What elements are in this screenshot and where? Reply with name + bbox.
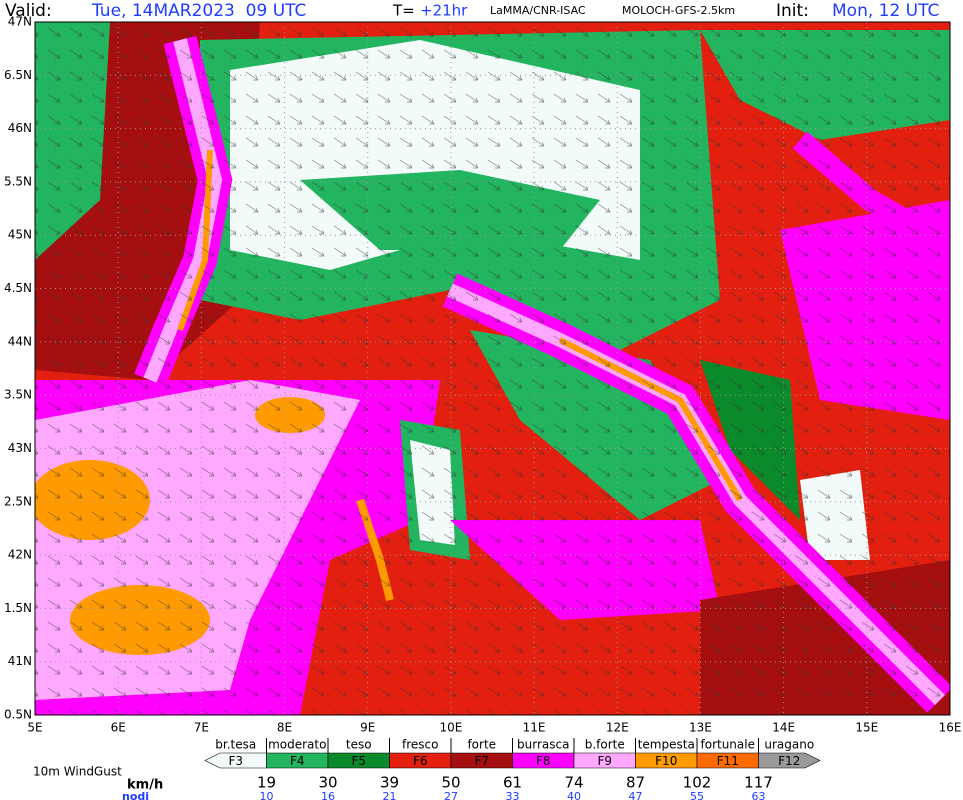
kmh-value: 19 xyxy=(257,774,276,792)
lon-label: 5E xyxy=(27,721,42,735)
lat-label: 45N xyxy=(8,228,32,242)
kmh-value: 74 xyxy=(564,774,583,792)
class-label: F5 xyxy=(351,754,366,768)
class-label: F8 xyxy=(536,754,551,768)
category-name: fresco xyxy=(402,738,438,752)
category-name: forte xyxy=(467,738,496,752)
valid-label: Valid: xyxy=(5,1,52,21)
class-label: F12 xyxy=(778,754,800,768)
knots-value: 40 xyxy=(567,790,581,800)
lat-label: 47N xyxy=(8,15,32,29)
class-label: F4 xyxy=(290,754,305,768)
source: LaMMA/CNR-ISAC xyxy=(490,4,586,17)
category-name: br.tesa xyxy=(215,738,256,752)
lon-label: 8E xyxy=(277,721,292,735)
lat-label: 42N xyxy=(8,548,32,562)
lon-label: 11E xyxy=(523,721,546,735)
valid-time: Tue, 14MAR2023 09 UTC xyxy=(91,1,306,21)
model: MOLOCH-GFS-2.5km xyxy=(622,4,735,17)
knots-value: 21 xyxy=(383,790,397,800)
init-label: Init: xyxy=(776,1,809,21)
kmh-value: 30 xyxy=(318,774,337,792)
step-label: T= xyxy=(392,2,415,20)
lat-label: 43N xyxy=(8,441,32,455)
knots-value: 27 xyxy=(444,790,458,800)
kmh-value: 102 xyxy=(683,774,712,792)
lat-label: 46N xyxy=(8,121,32,135)
class-label: F9 xyxy=(597,754,612,768)
knots-value: 10 xyxy=(260,790,274,800)
init-time: Mon, 12 UTC xyxy=(832,1,939,21)
lat-label: 5.5N xyxy=(4,174,32,188)
knots-value: 47 xyxy=(629,790,643,800)
lat-label: 41N xyxy=(8,654,32,668)
category-name: moderato xyxy=(268,738,326,752)
legend-swatch xyxy=(758,752,821,769)
lat-label: 4.5N xyxy=(4,281,32,295)
map-frame xyxy=(34,21,951,716)
kmh-value: 87 xyxy=(626,774,645,792)
kmh-unit: km/h xyxy=(127,778,163,793)
lon-label: 7E xyxy=(194,721,209,735)
kmh-value: 61 xyxy=(503,774,522,792)
lat-label: 6.5N xyxy=(4,68,32,82)
class-label: F3 xyxy=(228,754,243,768)
class-label: F6 xyxy=(413,754,428,768)
lat-label: 3.5N xyxy=(4,388,32,402)
forecast-step: +21hr xyxy=(420,2,468,20)
category-name: teso xyxy=(346,738,372,752)
lat-label: 1.5N xyxy=(4,601,32,615)
knots-value: 33 xyxy=(506,790,520,800)
lon-label: 16E xyxy=(939,721,962,735)
category-name: tempesta xyxy=(638,738,695,752)
class-label: F7 xyxy=(474,754,489,768)
category-name: b.forte xyxy=(585,738,625,752)
lat-label: 2.5N xyxy=(4,494,32,508)
kmh-value: 117 xyxy=(744,774,773,792)
wind-map xyxy=(35,22,950,715)
knots-value: 55 xyxy=(690,790,704,800)
class-label: F10 xyxy=(655,754,677,768)
lon-label: 14E xyxy=(772,721,795,735)
lon-label: 9E xyxy=(360,721,375,735)
lon-label: 10E xyxy=(439,721,462,735)
lat-label: 44N xyxy=(8,334,32,348)
category-name: uragano xyxy=(764,738,814,752)
class-label: F11 xyxy=(717,754,739,768)
lon-label: 6E xyxy=(111,721,126,735)
knots-value: 16 xyxy=(321,790,335,800)
lon-label: 15E xyxy=(855,721,878,735)
kmh-value: 39 xyxy=(380,774,399,792)
lon-label: 13E xyxy=(689,721,712,735)
lat-label: 0.5N xyxy=(4,708,32,722)
category-name: burrasca xyxy=(517,738,569,752)
knots-value: 63 xyxy=(752,790,766,800)
lon-label: 12E xyxy=(606,721,629,735)
legend-title: 10m WindGust xyxy=(33,765,122,779)
knots-unit: nodi xyxy=(122,790,149,800)
category-name: fortunale xyxy=(701,738,756,752)
kmh-value: 50 xyxy=(441,774,460,792)
